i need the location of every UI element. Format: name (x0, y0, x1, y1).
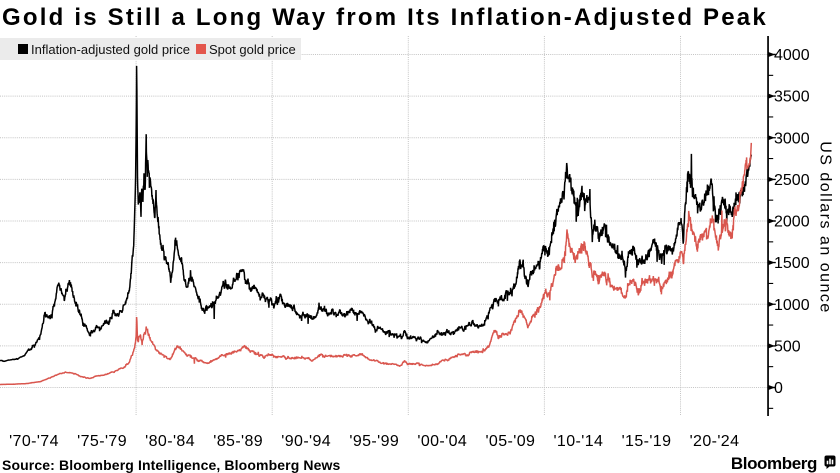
svg-text:'10-'14: '10-'14 (553, 433, 603, 450)
svg-text:500: 500 (774, 339, 801, 356)
svg-text:'75-'79: '75-'79 (77, 433, 127, 450)
svg-text:0: 0 (774, 380, 783, 397)
svg-text:4000: 4000 (774, 47, 810, 64)
svg-text:'95-'99: '95-'99 (349, 433, 399, 450)
svg-text:2500: 2500 (774, 172, 810, 189)
svg-text:3500: 3500 (774, 89, 810, 106)
svg-text:'00-'04: '00-'04 (417, 433, 467, 450)
svg-text:1500: 1500 (774, 255, 810, 272)
svg-text:'70-'74: '70-'74 (9, 433, 59, 450)
svg-text:'05-'09: '05-'09 (485, 433, 535, 450)
svg-text:'85-'89: '85-'89 (213, 433, 263, 450)
svg-text:US dollars an ounce: US dollars an ounce (817, 141, 834, 314)
svg-text:1000: 1000 (774, 297, 810, 314)
svg-text:3000: 3000 (774, 130, 810, 147)
svg-text:'15-'19: '15-'19 (622, 433, 672, 450)
svg-text:'90-'94: '90-'94 (281, 433, 331, 450)
svg-text:'20-'24: '20-'24 (690, 433, 740, 450)
svg-text:'80-'84: '80-'84 (145, 433, 195, 450)
svg-text:2000: 2000 (774, 214, 810, 231)
